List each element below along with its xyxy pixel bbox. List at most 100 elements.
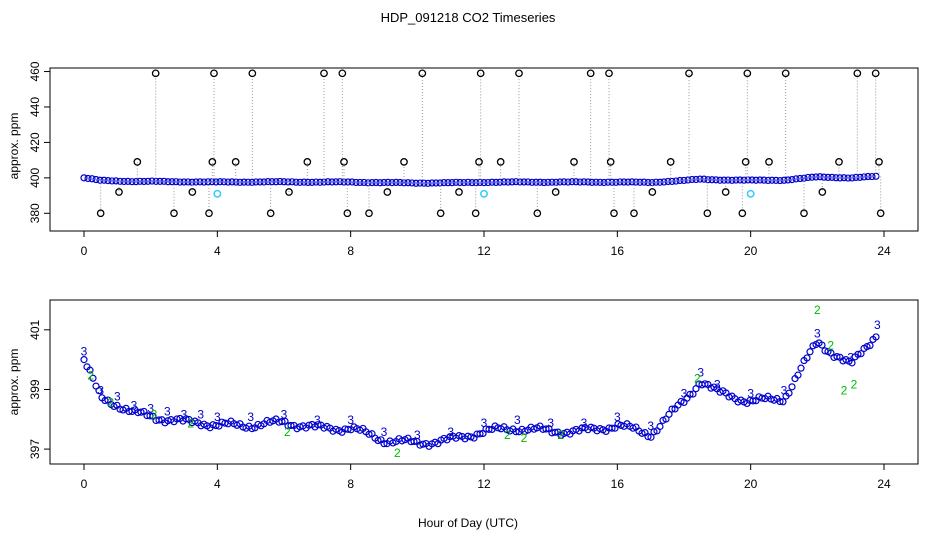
top-baseline-point <box>196 178 204 186</box>
top-baseline-point <box>324 178 332 186</box>
top-baseline-point <box>628 178 636 186</box>
top-baseline-point <box>480 179 488 187</box>
top-baseline-point <box>352 178 360 187</box>
top-baseline-point <box>540 178 548 187</box>
bottom-series-3-point <box>410 437 418 446</box>
bottom-series-3-marker: 3 <box>181 407 188 421</box>
top-baseline-point <box>492 178 500 187</box>
top-spike-point <box>343 209 352 218</box>
top-baseline-point <box>640 178 648 186</box>
top-baseline-point <box>636 178 644 186</box>
top-baseline-point <box>768 176 776 184</box>
top-baseline-point <box>532 178 540 186</box>
top-spike-point <box>738 209 747 218</box>
top-spike-point <box>115 188 123 196</box>
bottom-series-3-marker: 3 <box>697 366 704 380</box>
top-spike-point <box>476 69 485 78</box>
top-baseline-point <box>200 178 208 186</box>
top-baseline-point <box>576 178 584 186</box>
top-cyan-point <box>213 189 222 198</box>
top-baseline-point <box>744 176 752 184</box>
top-spike-point <box>876 209 885 218</box>
bottom-series-2-marker: 2 <box>694 372 701 386</box>
bottom-x-tick-label: 24 <box>877 477 891 491</box>
top-x-tick-label: 12 <box>477 244 491 258</box>
bottom-series-3-marker: 3 <box>814 327 821 341</box>
top-baseline-point <box>108 177 116 185</box>
top-baseline-point <box>228 178 236 186</box>
top-baseline-point <box>220 178 228 186</box>
top-baseline-point <box>496 178 504 186</box>
bottom-series-2-marker: 2 <box>827 339 834 353</box>
top-baseline-point <box>840 174 848 182</box>
bottom-series-3-point <box>89 374 97 382</box>
top-spike-point <box>586 69 595 78</box>
top-baseline-point <box>708 176 716 184</box>
bottom-series-3-point <box>146 412 154 420</box>
top-baseline-point <box>656 178 664 186</box>
top-baseline-point <box>204 178 212 186</box>
top-x-tick-label: 4 <box>214 244 221 258</box>
top-baseline-point <box>776 176 784 185</box>
top-baseline-point <box>792 175 800 183</box>
top-spike-point <box>418 69 427 78</box>
top-x-tick-label: 24 <box>877 244 891 258</box>
top-baseline-point <box>712 176 720 184</box>
bottom-series-3-point <box>95 387 103 395</box>
top-spike-point <box>455 188 463 196</box>
bottom-series-3-point <box>668 405 676 413</box>
top-baseline-point <box>488 178 496 186</box>
bottom-series-3-point <box>656 422 664 431</box>
top-baseline-point <box>564 178 572 186</box>
bottom-series-3-point <box>365 430 373 438</box>
bottom-series-3-marker: 3 <box>447 425 454 439</box>
bottom-series-3-marker: 3 <box>131 398 138 412</box>
top-baseline-point <box>396 178 404 187</box>
bottom-series-3-point <box>788 383 796 391</box>
top-baseline-point <box>468 178 476 187</box>
top-spike-point <box>338 69 347 78</box>
bottom-series-2-marker: 2 <box>851 377 858 391</box>
top-baseline-point <box>80 174 88 182</box>
bottom-series-2-marker: 2 <box>151 407 158 421</box>
top-spike-point <box>471 209 480 218</box>
bottom-series-3-marker: 3 <box>247 410 254 424</box>
top-baseline-point <box>348 178 356 186</box>
top-baseline-point <box>180 178 188 186</box>
top-spike-point <box>133 158 142 166</box>
top-baseline-point <box>824 173 832 181</box>
top-baseline-point <box>300 178 308 186</box>
top-baseline-point <box>132 178 140 186</box>
top-baseline-point <box>716 176 724 184</box>
top-spike-point <box>741 158 750 166</box>
top-baseline-point <box>232 178 240 186</box>
top-baseline-point <box>828 173 836 181</box>
top-baseline-point <box>292 178 300 186</box>
top-spike-point <box>340 158 348 166</box>
top-cyan-point <box>480 189 488 198</box>
bottom-series-3-point <box>587 423 595 431</box>
top-baseline-point <box>456 178 464 187</box>
top-baseline-point <box>364 179 372 187</box>
top-baseline-point <box>120 177 128 186</box>
top-baseline-point <box>756 176 764 184</box>
top-baseline-point <box>440 178 448 187</box>
top-spike-point <box>285 188 293 196</box>
bottom-series-3-marker: 3 <box>647 419 654 433</box>
top-baseline-point <box>464 178 472 186</box>
top-baseline-point <box>596 178 604 186</box>
top-baseline-point <box>572 178 580 186</box>
top-baseline-point <box>816 173 824 181</box>
top-spike-point <box>210 69 218 78</box>
top-baseline-point <box>216 178 224 186</box>
top-baseline-point <box>680 176 688 185</box>
top-baseline-point <box>732 176 740 184</box>
top-baseline-point <box>360 178 368 187</box>
top-baseline-point <box>864 172 872 181</box>
top-baseline-point <box>764 176 772 185</box>
top-baseline-point <box>548 178 556 186</box>
top-spike-point <box>188 188 197 196</box>
top-spike-point <box>871 69 880 78</box>
top-baseline-point <box>800 174 808 182</box>
bottom-x-tick-label: 8 <box>347 477 354 491</box>
